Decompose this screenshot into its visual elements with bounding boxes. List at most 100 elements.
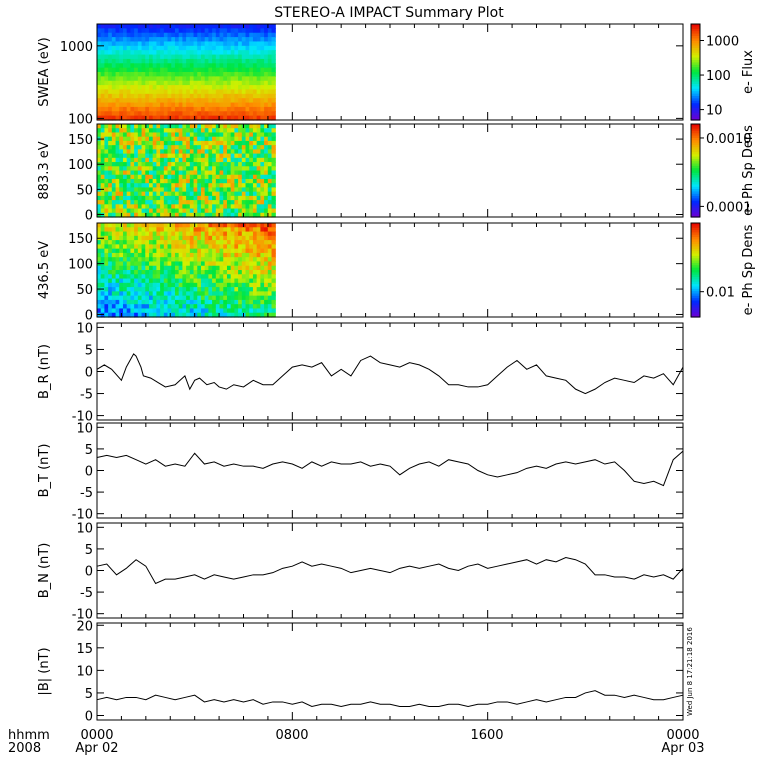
heatmap-cell [208,37,213,43]
heatmap-cell [145,270,150,275]
colorbar-segment [691,312,700,316]
heatmap-cell [208,252,213,258]
heatmap-cell [130,265,135,271]
heatmap-cell [171,149,176,155]
heatmap-cell [130,240,135,245]
heatmap-cell [200,282,206,288]
heatmap-cell [115,231,120,237]
heatmap-cell [122,204,128,210]
heatmap-cell [134,89,139,95]
heatmap-cell [260,140,265,146]
heatmap-cell [260,80,265,86]
heatmap-cell [182,231,187,237]
heatmap-cell [174,145,180,150]
heatmap-cell [189,208,195,214]
heatmap-cell [230,252,235,258]
heatmap-cell [122,58,128,64]
heatmap-cell [219,200,224,205]
heatmap-cell [204,102,209,108]
heatmap-cell [97,145,102,150]
heatmap-cell [226,299,232,305]
heatmap-cell [219,274,224,280]
heatmap-cell [208,106,213,112]
heatmap-cell [171,248,176,254]
heatmap-cell [119,140,124,146]
heatmap-cell [234,183,239,189]
heatmap-cell [245,204,250,210]
heatmap-cell [115,178,120,184]
colorbar-label: e- Ph Sp Dens [741,125,756,216]
heatmap-cell [100,200,106,205]
heatmap-cell [260,136,265,142]
heatmap-cell [197,248,202,254]
colorbar-segment [691,50,700,54]
heatmap-cell [156,174,161,180]
colorbar-segment [691,98,700,102]
heatmap-cell [197,227,202,233]
heatmap-cell [104,162,109,167]
heatmap-cell [163,140,169,146]
heatmap-cell [130,278,135,284]
heatmap-cell [223,93,228,99]
heatmap-cell [204,63,209,69]
heatmap-cell [148,41,154,47]
heatmap-cell [223,85,228,91]
heatmap-cell [160,115,165,121]
heatmap-cell [122,178,128,184]
heatmap-cell [267,231,273,237]
heatmap-cell [178,45,183,51]
heatmap-cell [163,274,169,280]
heatmap-cell [186,187,191,193]
heatmap-cell [182,63,187,69]
heatmap-cell [182,200,187,205]
heatmap-cell [271,80,276,86]
heatmap-cell [212,299,217,305]
heatmap-cell [226,63,232,69]
heatmap-cell [145,204,150,210]
heatmap-cell [119,227,124,233]
y-tick-label: 0 [85,709,93,724]
heatmap-cell [111,187,117,193]
heatmap-cell [145,32,150,38]
heatmap-cell [241,244,247,250]
heatmap-cell [252,162,258,167]
heatmap-cell [108,106,113,112]
heatmap-cell [219,187,224,193]
heatmap-cell [186,231,191,237]
heatmap-cell [163,149,169,155]
heatmap-cell [108,98,113,104]
heatmap-cell [163,115,169,121]
heatmap-cell [174,170,180,176]
heatmap-cell [238,157,243,163]
heatmap-cell [108,240,113,245]
heatmap-cell [238,63,243,69]
y-tick-label: 10 [76,421,93,436]
heatmap-cell [137,257,143,263]
heatmap-cell [100,178,106,184]
heatmap-cell [152,200,158,205]
heatmap-cell [193,37,198,43]
heatmap-cell [212,124,217,129]
heatmap-cell [189,308,195,314]
heatmap-cell [223,295,228,301]
heatmap-cell [200,278,206,284]
heatmap-cell [189,261,195,267]
y-tick-label: 100 [68,112,93,127]
heatmap-cell [200,304,206,310]
heatmap-cell [193,191,198,197]
heatmap-cell [200,270,206,275]
heatmap-cell [148,170,154,176]
heatmap-cell [186,24,191,29]
y-tick-label: 0 [85,465,93,480]
heatmap-cell [249,287,254,292]
heatmap-cell [223,231,228,237]
heatmap-cell [134,295,139,301]
heatmap-cell [119,162,124,167]
heatmap-cell [197,274,202,280]
heatmap-cell [178,124,183,129]
heatmap-cell [115,295,120,301]
heatmap-cell [186,98,191,104]
heatmap-cell [122,102,128,108]
heatmap-cell [208,187,213,193]
heatmap-cell [208,58,213,64]
